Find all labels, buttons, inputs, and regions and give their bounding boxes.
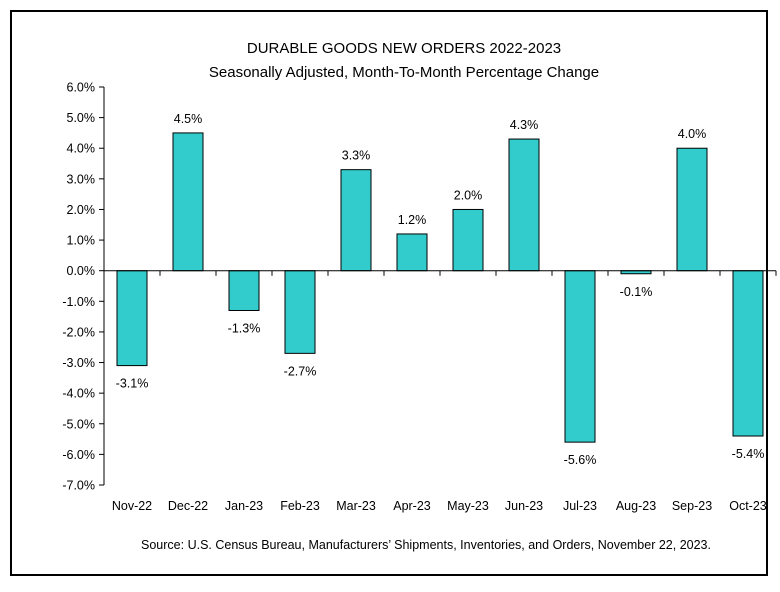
y-tick-label: -1.0% [62, 295, 95, 309]
bar [564, 270, 596, 443]
x-category-label: Mar-23 [336, 499, 376, 513]
y-tick-label: -2.0% [62, 325, 95, 339]
data-label: 4.0% [678, 127, 707, 141]
y-tick-label: -3.0% [62, 356, 95, 370]
x-category-label: Jan-23 [225, 499, 263, 513]
y-tick-label: -7.0% [62, 479, 95, 493]
data-label: -0.1% [620, 285, 653, 299]
data-label: 4.5% [174, 112, 203, 126]
plot-area: 6.0% 5.0% 4.0% 3.0% 2.0% 1.0% 0.0% -1.0% -2.0% -3… [62, 81, 777, 513]
y-tick-label: 2.0% [67, 203, 96, 217]
y-tick-label: -6.0% [62, 448, 95, 462]
y-tick-label: 4.0% [67, 142, 96, 156]
source-note: Source: U.S. Census Bureau, Manufacturer… [141, 538, 711, 552]
x-category-label: May-23 [447, 499, 489, 513]
x-category-label: Nov-22 [112, 499, 152, 513]
bar [676, 147, 708, 272]
x-category-label: Sep-23 [672, 499, 712, 513]
x-category-label: Oct-23 [729, 499, 767, 513]
bar [284, 270, 316, 354]
bar [508, 138, 540, 272]
x-category-label: Jul-23 [563, 499, 597, 513]
data-label: -1.3% [228, 321, 261, 335]
y-tick-label: -4.0% [62, 387, 95, 401]
data-label: 3.3% [342, 149, 371, 163]
y-tick-label: 5.0% [67, 111, 96, 125]
y-tick-label: -5.0% [62, 417, 95, 431]
bar [732, 270, 764, 437]
data-label: 2.0% [454, 188, 483, 202]
bar [172, 132, 204, 272]
x-category-label: Feb-23 [280, 499, 320, 513]
x-category-label: Aug-23 [616, 499, 656, 513]
x-category-label: Dec-22 [168, 499, 208, 513]
y-tick-label: 3.0% [67, 172, 96, 186]
y-tick-label: 1.0% [67, 234, 96, 248]
data-label: 4.3% [510, 118, 539, 132]
bar [396, 233, 428, 272]
data-label: 1.2% [398, 213, 427, 227]
x-category-label: Apr-23 [393, 499, 431, 513]
bar [116, 270, 148, 367]
data-label: -3.1% [116, 377, 149, 391]
bar [228, 270, 260, 311]
bar [452, 208, 484, 272]
bar [340, 169, 372, 272]
data-label: -5.4% [732, 447, 765, 461]
y-tick-label: 0.0% [67, 264, 96, 278]
x-category-label: Jun-23 [505, 499, 543, 513]
y-tick-label: 6.0% [67, 81, 96, 95]
chart-subtitle: Seasonally Adjusted, Month-To-Month Perc… [209, 64, 599, 81]
data-label: -5.6% [564, 453, 597, 467]
data-label: -2.7% [284, 364, 317, 378]
chart-title: DURABLE GOODS NEW ORDERS 2022-2023 [247, 40, 561, 57]
